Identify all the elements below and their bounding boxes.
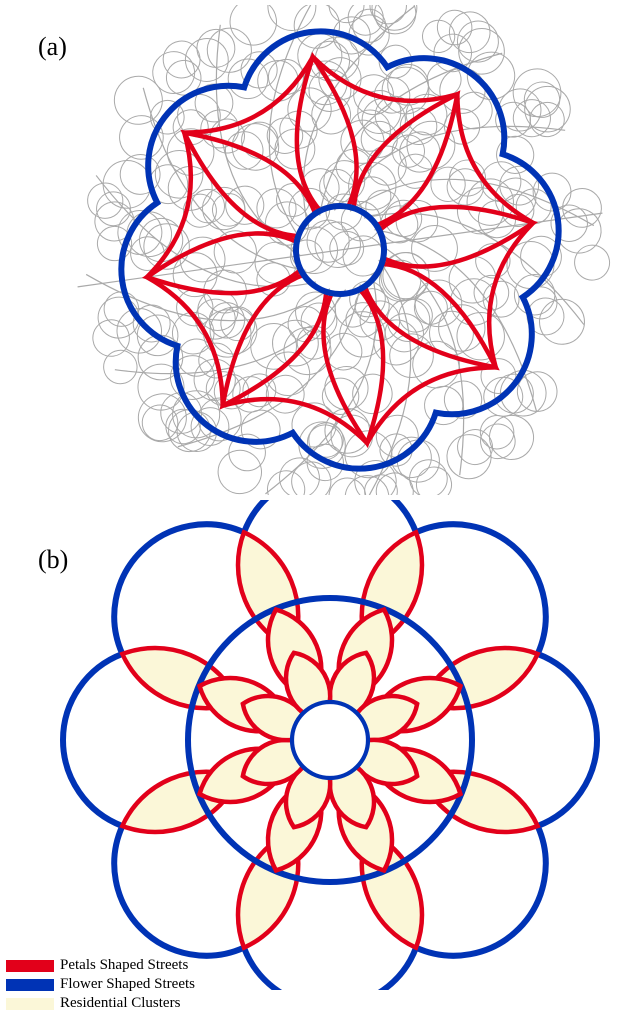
legend-swatch-red xyxy=(6,960,54,972)
legend-label-flower: Flower Shaped Streets xyxy=(60,976,195,993)
legend-label-petals: Petals Shaped Streets xyxy=(60,957,188,974)
red-petal xyxy=(284,53,363,215)
legend: Petals Shaped Streets Flower Shaped Stre… xyxy=(6,957,195,1014)
legend-row-petals: Petals Shaped Streets xyxy=(6,957,195,974)
legend-label-clusters: Residential Clusters xyxy=(60,995,180,1012)
blue-centre-circle xyxy=(292,702,368,778)
legend-row-clusters: Residential Clusters xyxy=(6,995,195,1012)
legend-swatch-blue xyxy=(6,979,54,991)
panel-a-diagram xyxy=(60,5,620,495)
panel-b-diagram xyxy=(50,500,610,990)
legend-row-flower: Flower Shaped Streets xyxy=(6,976,195,993)
legend-swatch-cream xyxy=(6,998,54,1010)
